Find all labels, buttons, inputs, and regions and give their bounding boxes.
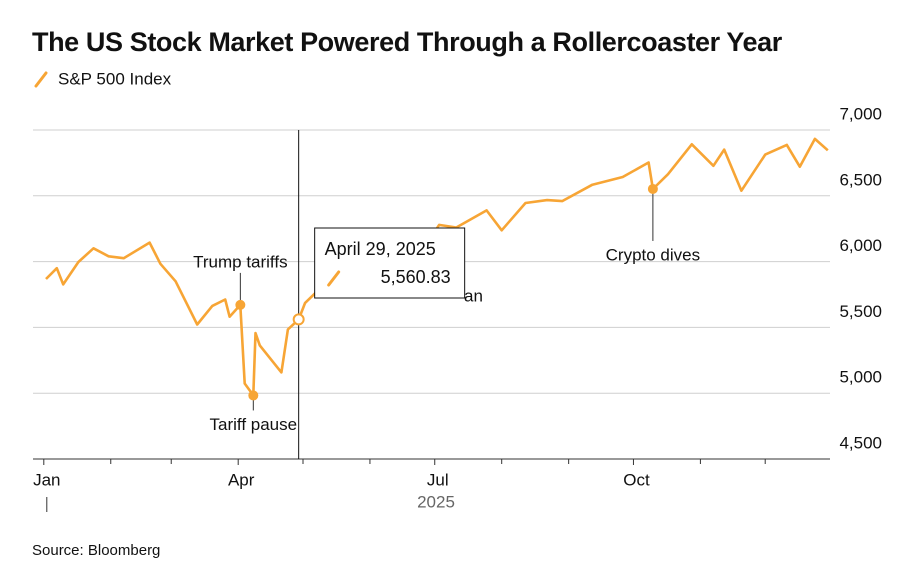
y-tick-label: 6,500: [839, 170, 882, 189]
annotation-label: Tariff pause: [210, 415, 298, 434]
annotation-marker: [235, 299, 246, 310]
y-tick-label: 7,000: [839, 104, 882, 123]
x-tick-label: Apr: [228, 470, 255, 489]
y-tick-label: 5,500: [839, 302, 882, 321]
tooltip-value: 5,560.83: [381, 267, 451, 287]
legend-swatch: [34, 71, 48, 88]
annotation-label: Crypto dives: [606, 245, 700, 264]
y-tick-label: 5,000: [839, 368, 882, 387]
tooltip-box: [314, 227, 466, 299]
tooltip-swatch: [327, 270, 341, 287]
y-tick-label: 6,000: [839, 236, 882, 255]
tooltip-date: April 29, 2025: [325, 239, 436, 259]
annotation-label: Trump tariffs: [193, 252, 287, 271]
chart-title: The US Stock Market Powered Through a Ro…: [32, 27, 783, 57]
hover-marker: [292, 313, 305, 326]
year-label: 2025: [417, 492, 455, 511]
annotation-marker: [248, 390, 259, 401]
legend-label: S&P 500 Index: [58, 69, 172, 88]
annotation-label: an: [464, 286, 483, 305]
y-tick-label: 4,500: [839, 433, 882, 452]
x-tick-label: Oct: [623, 470, 650, 489]
annotation-marker: [647, 183, 658, 194]
x-tick-label: Jul: [427, 470, 449, 489]
source: Source: Bloomberg: [32, 542, 160, 559]
x-tick-label: Jan: [33, 470, 60, 489]
